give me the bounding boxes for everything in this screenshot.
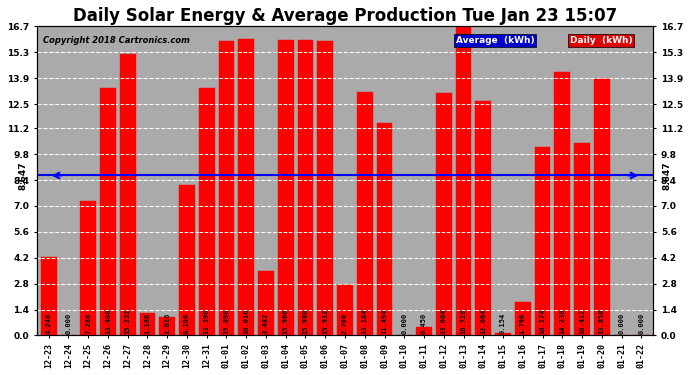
Text: 7.288: 7.288 [85, 313, 91, 334]
Text: 15.912: 15.912 [322, 308, 328, 334]
Bar [238, 39, 254, 335]
Text: 0.000: 0.000 [638, 313, 644, 334]
Text: 13.400: 13.400 [105, 308, 111, 334]
Bar [199, 88, 215, 335]
Text: 12.664: 12.664 [480, 308, 486, 334]
Bar [455, 26, 471, 335]
Text: 13.858: 13.858 [599, 308, 605, 334]
Bar [80, 201, 96, 335]
Text: 0.000: 0.000 [402, 313, 407, 334]
Text: 13.390: 13.390 [204, 308, 210, 334]
Bar [258, 271, 274, 335]
Text: 1.796: 1.796 [520, 313, 526, 334]
Text: 15.960: 15.960 [283, 308, 288, 334]
Text: 11.494: 11.494 [382, 308, 388, 334]
Bar [139, 314, 155, 335]
Bar [297, 40, 313, 335]
Bar [278, 40, 294, 335]
Text: 15.898: 15.898 [224, 308, 230, 334]
Text: 16.016: 16.016 [244, 308, 249, 334]
Bar [554, 72, 570, 335]
Bar [337, 285, 353, 335]
Text: Daily  (kWh): Daily (kWh) [570, 36, 633, 45]
Text: 0.000: 0.000 [618, 313, 624, 334]
Text: 8.106: 8.106 [184, 313, 190, 334]
Text: 4.248: 4.248 [46, 313, 52, 334]
Text: 13.084: 13.084 [441, 308, 446, 334]
Bar [436, 93, 452, 335]
Bar [357, 92, 373, 335]
Text: 1.188: 1.188 [144, 313, 150, 334]
Bar [179, 186, 195, 335]
Bar [475, 101, 491, 335]
Text: 0.450: 0.450 [421, 313, 427, 334]
Text: Average  (kWh): Average (kWh) [456, 36, 535, 45]
Text: 13.184: 13.184 [362, 308, 368, 334]
Text: 10.174: 10.174 [540, 308, 546, 334]
Text: 16.728: 16.728 [460, 308, 466, 334]
Text: 14.238: 14.238 [560, 308, 565, 334]
Bar [535, 147, 551, 335]
Bar [159, 316, 175, 335]
Bar [41, 257, 57, 335]
Text: 15.980: 15.980 [302, 308, 308, 334]
Text: 3.482: 3.482 [263, 313, 269, 334]
Bar [515, 302, 531, 335]
Text: 1.016: 1.016 [164, 313, 170, 334]
Bar [574, 143, 590, 335]
Bar [317, 41, 333, 335]
Text: 0.154: 0.154 [500, 313, 506, 334]
Bar [377, 123, 393, 335]
Bar [594, 79, 610, 335]
Bar [120, 54, 136, 335]
Text: 10.412: 10.412 [579, 308, 585, 334]
Bar [219, 41, 235, 335]
Text: 0.000: 0.000 [66, 313, 72, 334]
Text: 8.647: 8.647 [662, 161, 671, 190]
Title: Daily Solar Energy & Average Production Tue Jan 23 15:07: Daily Solar Energy & Average Production … [73, 7, 617, 25]
Text: 2.700: 2.700 [342, 313, 348, 334]
Bar [100, 87, 116, 335]
Text: 8.647: 8.647 [19, 161, 28, 190]
Bar [416, 327, 432, 335]
Text: 15.232: 15.232 [125, 308, 130, 334]
Bar [495, 333, 511, 335]
Text: Copyright 2018 Cartronics.com: Copyright 2018 Cartronics.com [43, 36, 190, 45]
